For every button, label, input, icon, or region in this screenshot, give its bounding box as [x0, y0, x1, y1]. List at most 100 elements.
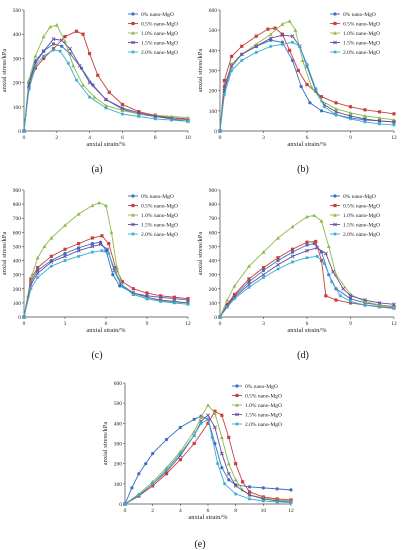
series-group	[22, 48, 190, 133]
data-point	[275, 487, 279, 491]
data-point	[63, 258, 67, 263]
legend-label: 2.0% nano-MgO	[141, 232, 178, 238]
data-point	[131, 287, 135, 291]
legend-marker	[131, 222, 135, 227]
data-point	[76, 212, 81, 216]
data-point	[268, 36, 273, 41]
legend-label: 0.5% nano-MgO	[343, 204, 380, 210]
data-point	[305, 243, 309, 247]
legend-marker	[235, 403, 239, 407]
data-point	[392, 120, 396, 124]
legend-label: 1.0% nano-MgO	[141, 213, 178, 219]
data-point	[22, 315, 26, 319]
data-point	[90, 203, 95, 208]
data-point	[247, 497, 252, 501]
data-point	[36, 266, 40, 270]
data-point	[308, 101, 312, 105]
data-point	[305, 248, 309, 253]
y-tick-label: 100	[209, 109, 218, 115]
data-point	[254, 34, 258, 38]
legend-label: 1.0% nano-MgO	[343, 31, 380, 37]
data-point	[192, 417, 196, 421]
data-point	[392, 302, 396, 307]
data-point	[226, 471, 231, 476]
data-point	[107, 242, 111, 246]
chart-panel: 0 100 200 300 400 500 600 700 800 900 0 3 6 9 12 anxial…	[1, 188, 191, 361]
data-point	[392, 112, 396, 116]
data-point	[377, 115, 382, 120]
data-point	[219, 451, 224, 456]
y-tick-label: 300	[114, 442, 123, 448]
data-point	[290, 34, 295, 39]
data-point	[22, 129, 26, 133]
legend-marker	[333, 232, 337, 236]
data-point	[76, 248, 81, 253]
x-tick-label: 4	[88, 135, 91, 141]
data-point	[60, 44, 64, 48]
data-point	[322, 261, 326, 265]
series-group	[22, 242, 190, 319]
data-point	[298, 44, 302, 48]
x-tick-label: 8	[234, 508, 237, 514]
data-point	[63, 251, 67, 256]
data-point	[334, 109, 338, 114]
series-group	[218, 242, 396, 319]
data-point	[338, 294, 342, 298]
data-point	[81, 83, 85, 87]
series-line	[23, 243, 189, 318]
series-group	[218, 213, 396, 319]
series-line	[23, 241, 189, 318]
legend-marker	[333, 50, 337, 54]
legend: 0% nano-MgO 0.5% nano-MgO 1.0% nano-MgO 1.5…	[330, 194, 380, 238]
series-line	[219, 255, 395, 318]
x-tick-label: 8	[154, 135, 157, 141]
data-point	[276, 258, 280, 263]
y-tick-label: 400	[13, 32, 22, 38]
x-tick-label: 10	[261, 508, 267, 514]
y-tick-label: 300	[13, 273, 22, 279]
y-tick-label: 200	[209, 89, 218, 95]
data-point	[206, 417, 210, 421]
data-point	[151, 482, 155, 486]
x-tick-label: 12	[288, 508, 294, 514]
data-point	[216, 462, 220, 466]
series-group	[218, 254, 396, 319]
data-point	[305, 214, 309, 219]
y-tick-label: 200	[13, 81, 22, 87]
data-point	[74, 78, 79, 82]
data-point	[115, 265, 119, 270]
legend-label: 1.5% nano-MgO	[141, 223, 178, 229]
data-point	[314, 239, 318, 244]
data-point	[275, 500, 279, 504]
data-point	[159, 299, 163, 304]
data-point	[247, 280, 251, 284]
data-point	[377, 118, 382, 123]
data-point	[58, 49, 62, 53]
y-tick-label: 200	[13, 287, 22, 293]
legend-marker	[131, 203, 135, 208]
y-tick-label: 600	[114, 381, 123, 387]
data-point	[392, 306, 396, 311]
x-tick-label: 6	[121, 135, 124, 141]
panel-caption: (c)	[91, 350, 102, 361]
panel-caption: (a)	[91, 164, 102, 175]
x-tick-label: 10	[185, 135, 191, 141]
y-tick-label: 100	[13, 301, 22, 307]
data-point	[192, 433, 196, 438]
data-point	[136, 110, 141, 115]
y-tick-label: 600	[209, 8, 218, 14]
x-tick-label: 0	[124, 508, 127, 514]
data-point	[137, 114, 141, 119]
data-point	[100, 234, 104, 238]
data-point	[68, 46, 72, 51]
x-tick-label: 6	[105, 321, 108, 327]
legend: 0% nano-MgO 0.5% nano-MgO 1.0% nano-MgO 1.5…	[128, 194, 178, 238]
x-tick-label: 9	[349, 321, 352, 327]
data-point	[51, 48, 56, 52]
legend-label: 0% nano-MgO	[141, 12, 174, 18]
data-point	[120, 108, 125, 113]
data-point	[269, 44, 273, 48]
legend-label: 0% nano-MgO	[343, 194, 376, 200]
legend-label: 0.5% nano-MgO	[245, 394, 282, 400]
